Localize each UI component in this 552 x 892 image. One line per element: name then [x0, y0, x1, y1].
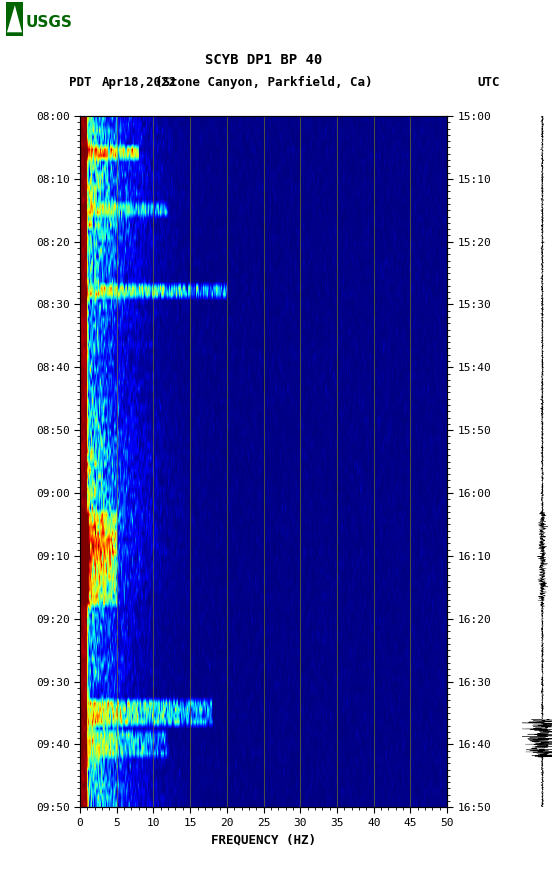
- Text: PDT: PDT: [69, 76, 92, 89]
- Polygon shape: [7, 5, 22, 32]
- Text: Apr18,2022: Apr18,2022: [102, 76, 177, 89]
- Text: SCYB DP1 BP 40: SCYB DP1 BP 40: [205, 53, 322, 67]
- Text: USGS: USGS: [25, 14, 72, 29]
- X-axis label: FREQUENCY (HZ): FREQUENCY (HZ): [211, 833, 316, 847]
- FancyBboxPatch shape: [6, 2, 23, 36]
- Text: (Stone Canyon, Parkfield, Ca): (Stone Canyon, Parkfield, Ca): [155, 76, 373, 89]
- Text: UTC: UTC: [477, 76, 500, 89]
